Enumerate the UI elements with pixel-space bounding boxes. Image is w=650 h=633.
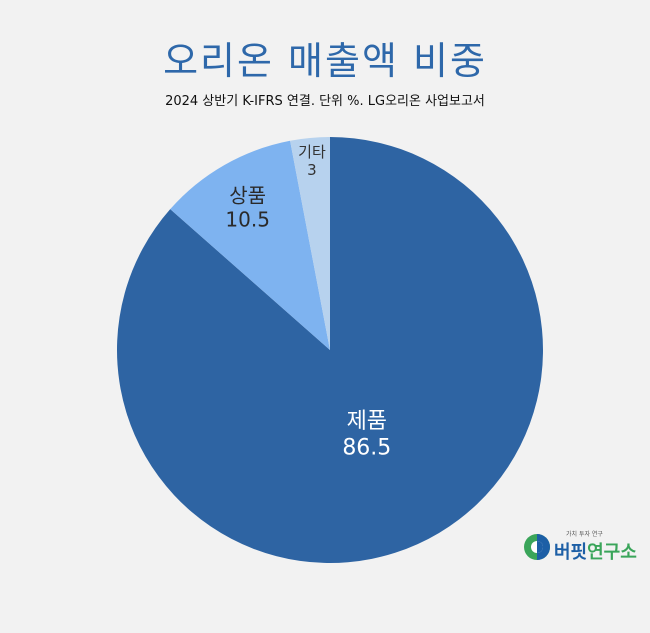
logo-name: 버핏연구소	[554, 538, 637, 564]
logo-tagline: 가치 투자 연구	[566, 531, 603, 538]
slice-label: 상품	[229, 184, 266, 208]
pie-slice	[170, 140, 330, 350]
logo-name-part1: 버핏	[554, 542, 588, 563]
slice-value-label: 86.5	[342, 436, 391, 461]
logo-name-part2: 연구소	[587, 542, 637, 563]
slice-value-label: 10.5	[225, 208, 270, 232]
chart-title: 오리온 매출액 비중	[163, 39, 487, 83]
slice-label: 기타	[298, 143, 326, 161]
pie-slice	[290, 137, 330, 350]
chart-subtitle: 2024 상반기 K-IFRS 연결. 단위 %. LG오리온 사업보고서	[165, 94, 485, 109]
slice-value-label: 3	[307, 161, 317, 179]
logo-mark-icon	[524, 534, 550, 560]
buffett-lab-logo: 가치 투자 연구 버핏연구소	[522, 528, 646, 564]
slice-label: 제품	[347, 409, 387, 434]
